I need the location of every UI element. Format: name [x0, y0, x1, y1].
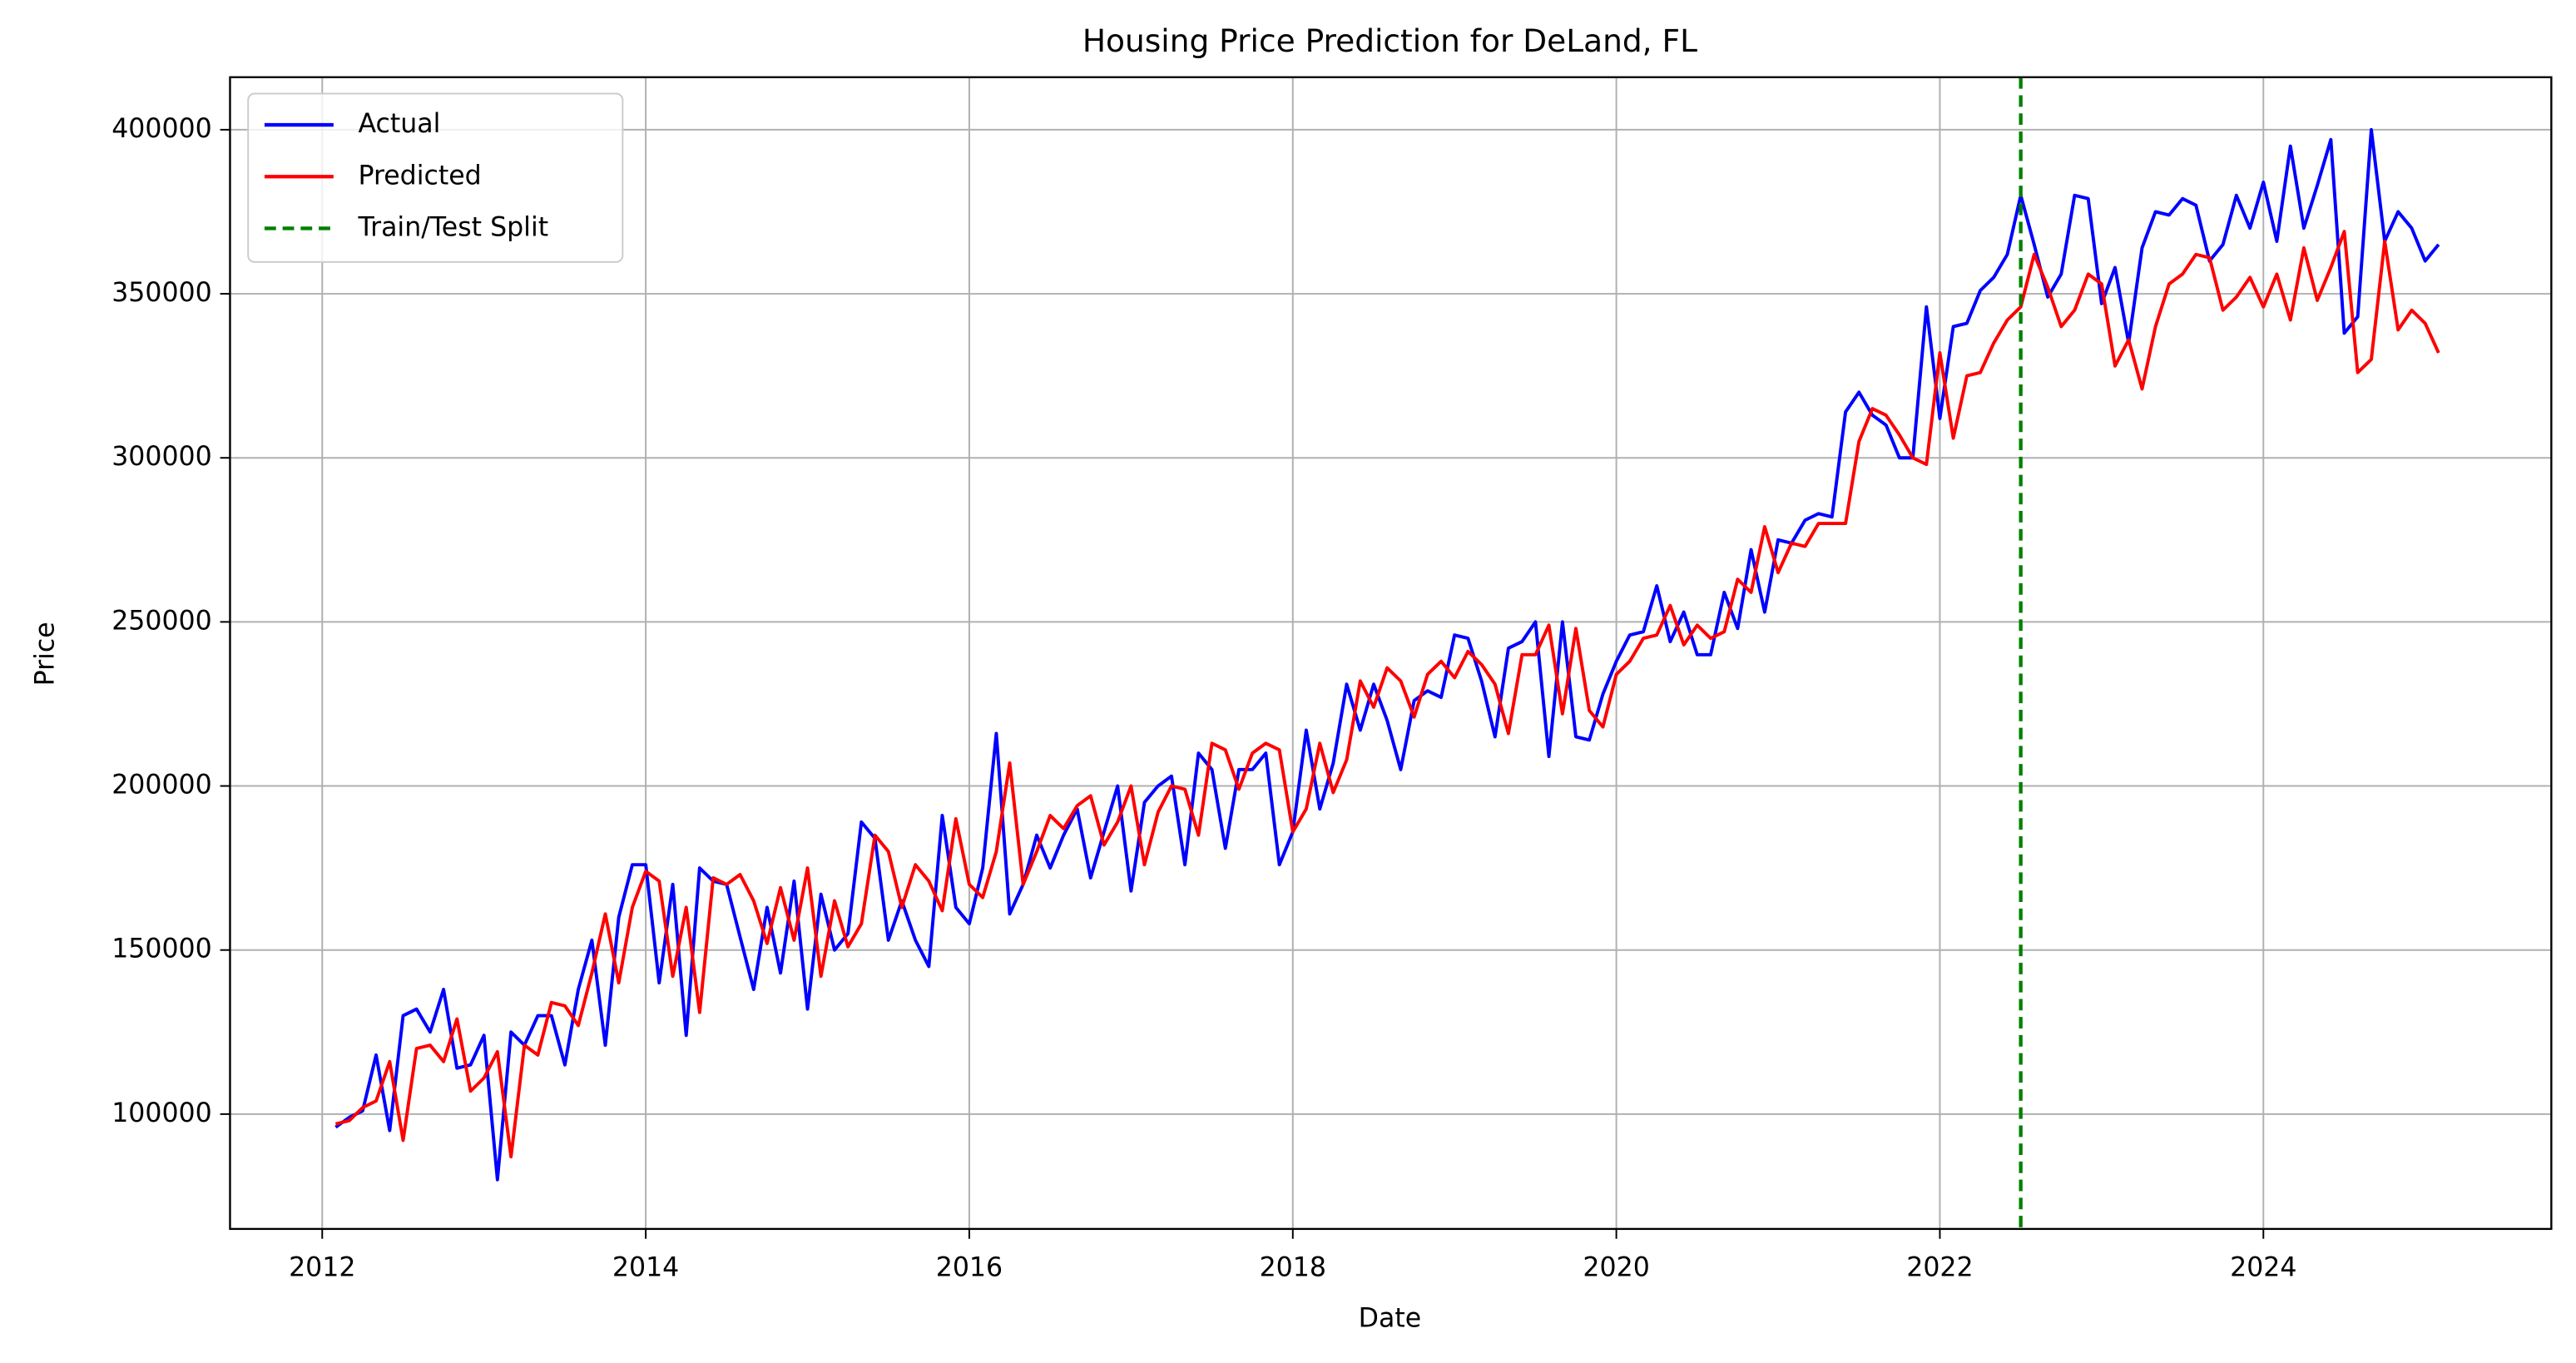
x-tick-label: 2014 — [612, 1252, 679, 1282]
x-tick-label: 2018 — [1260, 1252, 1326, 1282]
legend-label: Train/Test Split — [357, 212, 548, 242]
y-tick-label: 200000 — [111, 771, 212, 800]
y-tick-label: 150000 — [111, 934, 212, 964]
x-tick-label: 2020 — [1583, 1252, 1649, 1282]
x-tick-label: 2016 — [936, 1252, 1003, 1282]
y-tick-label: 300000 — [111, 442, 212, 472]
x-tick-label: 2022 — [1906, 1252, 1973, 1282]
y-axis-label: Price — [30, 622, 60, 686]
y-tick-label: 350000 — [111, 278, 212, 308]
line-series — [334, 127, 2440, 1182]
plot-frame — [229, 76, 2553, 1231]
legend-label: Predicted — [358, 161, 481, 191]
legend-label: Actual — [358, 109, 440, 139]
y-tick-label: 100000 — [111, 1098, 212, 1128]
y-tick-label: 400000 — [111, 114, 212, 144]
legend-box — [247, 92, 624, 263]
legend: Actual Predicted Train/Test Split — [247, 92, 624, 263]
x-axis-label: Date — [1359, 1303, 1421, 1333]
x-tick-label: 2012 — [289, 1252, 355, 1282]
line-series — [334, 230, 2440, 1159]
chart-title: Housing Price Prediction for DeLand, FL — [1082, 22, 1697, 59]
y-tick-label: 250000 — [111, 606, 212, 636]
x-tick-label: 2024 — [2230, 1252, 2296, 1282]
